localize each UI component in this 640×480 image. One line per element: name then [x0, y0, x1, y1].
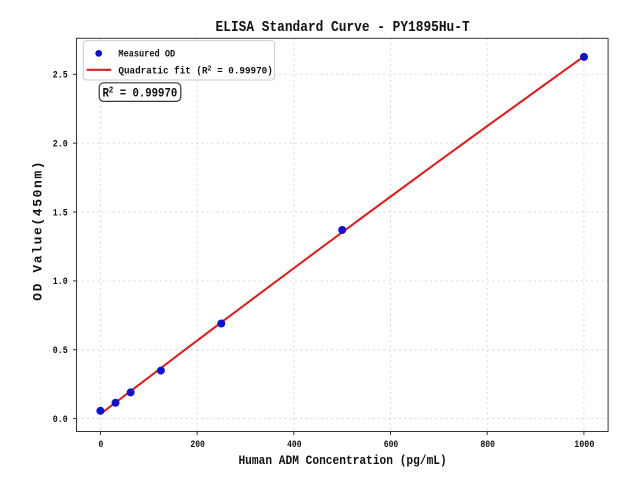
- svg-text:Human ADM Concentration (pg/mL: Human ADM Concentration (pg/mL): [238, 453, 446, 468]
- svg-text:ELISA Standard Curve - PY1895H: ELISA Standard Curve - PY1895Hu-T: [216, 19, 470, 36]
- svg-text:600: 600: [384, 438, 399, 450]
- svg-text:1.5: 1.5: [53, 206, 68, 218]
- svg-text:R2 = 0.99970: R2 = 0.99970: [103, 86, 178, 101]
- svg-text:OD Value(450nm): OD Value(450nm): [30, 160, 45, 301]
- svg-text:0: 0: [98, 438, 103, 450]
- svg-text:1000: 1000: [574, 438, 594, 450]
- svg-text:0.0: 0.0: [53, 413, 68, 425]
- svg-text:0.5: 0.5: [53, 344, 68, 356]
- svg-text:2.0: 2.0: [53, 138, 68, 150]
- svg-text:Quadratic fit (R2 = 0.99970): Quadratic fit (R2 = 0.99970): [118, 65, 272, 77]
- svg-text:1.0: 1.0: [53, 275, 68, 287]
- svg-text:800: 800: [480, 438, 495, 450]
- svg-text:Measured OD: Measured OD: [118, 48, 175, 60]
- svg-text:2.5: 2.5: [53, 69, 68, 81]
- svg-text:200: 200: [190, 438, 205, 450]
- svg-text:400: 400: [287, 438, 302, 450]
